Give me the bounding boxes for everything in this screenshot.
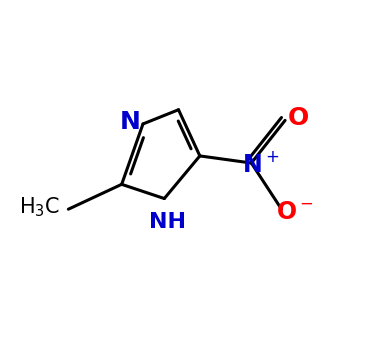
- Text: H$_3$C: H$_3$C: [19, 195, 61, 219]
- Text: N$^+$: N$^+$: [242, 152, 279, 177]
- Text: NH: NH: [149, 212, 186, 232]
- Text: N: N: [120, 110, 141, 134]
- Text: O: O: [288, 106, 309, 130]
- Text: O$^-$: O$^-$: [276, 200, 314, 224]
